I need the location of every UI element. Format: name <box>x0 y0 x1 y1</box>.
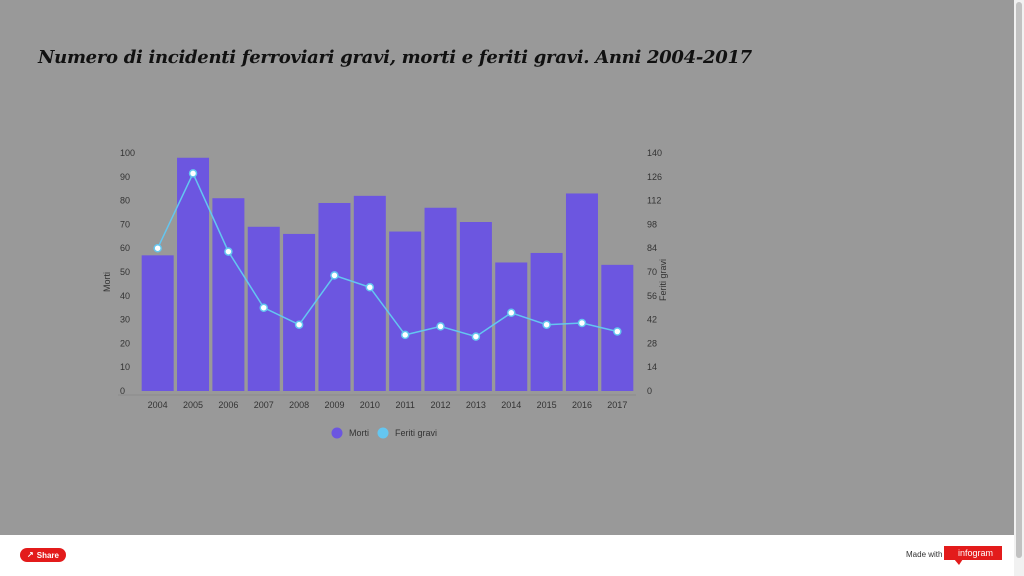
x-tick-label: 2016 <box>572 400 592 410</box>
y-tick-label: 80 <box>120 196 130 206</box>
y-right-tick-label: 98 <box>647 219 657 229</box>
legend-label-morti: Morti <box>349 428 369 438</box>
y-right-tick-label: 14 <box>647 362 657 372</box>
x-tick-label: 2014 <box>501 400 521 410</box>
x-tick-label: 2009 <box>324 400 344 410</box>
bar <box>318 202 351 391</box>
chart-title: Numero di incidenti ferroviari gravi, mo… <box>38 47 752 68</box>
x-tick-label: 2012 <box>431 400 451 410</box>
y-right-tick-label: 70 <box>647 267 657 277</box>
bar <box>565 193 598 391</box>
x-tick-label: 2010 <box>360 400 380 410</box>
bar <box>141 255 174 391</box>
logo-tail <box>954 559 963 565</box>
share-button[interactable]: ↗ Share <box>20 548 66 562</box>
y-tick-label: 90 <box>120 172 130 182</box>
y-right-tick-label: 56 <box>647 291 657 301</box>
y-tick-label: 30 <box>120 315 130 325</box>
y-tick-label: 70 <box>120 219 130 229</box>
bar <box>389 231 422 391</box>
bar <box>495 262 528 391</box>
y-tick-label: 0 <box>120 386 125 396</box>
legend-swatch-feriti <box>377 427 389 439</box>
bar <box>424 207 457 391</box>
line-point <box>330 271 339 280</box>
legend-swatch-morti <box>331 427 343 439</box>
bar <box>353 195 386 391</box>
y-right-axis-label: Feriti gravi <box>658 259 668 301</box>
line-point <box>542 320 551 329</box>
logo-text: infogram <box>958 548 994 558</box>
y-tick-label: 40 <box>120 291 130 301</box>
x-tick-label: 2015 <box>537 400 557 410</box>
line-point <box>577 318 587 328</box>
bar <box>459 222 492 391</box>
y-right-tick-label: 84 <box>647 243 657 253</box>
footer-bar <box>0 535 1014 576</box>
x-tick-label: 2017 <box>607 400 627 410</box>
x-tick-label: 2004 <box>148 400 168 410</box>
line-point <box>224 247 233 256</box>
line-point <box>400 330 410 340</box>
legend-label-feriti: Feriti gravi <box>395 428 437 438</box>
line-point <box>436 322 445 331</box>
line-feriti-gravi <box>157 171 618 338</box>
bar <box>177 157 210 391</box>
line-point <box>471 332 481 341</box>
y-right-tick-label: 0 <box>647 386 652 396</box>
line-point <box>507 308 516 318</box>
y-axis-label: Morti <box>102 272 112 292</box>
y-tick-label: 20 <box>120 338 130 348</box>
y-right-tick-label: 42 <box>647 315 657 325</box>
share-icon: ↗ <box>27 550 34 559</box>
line-point <box>188 169 198 178</box>
line-point <box>153 243 162 253</box>
y-right-tick-label: 126 <box>647 172 662 182</box>
x-tick-label: 2007 <box>254 400 274 410</box>
x-tick-label: 2005 <box>183 400 203 410</box>
x-tick-label: 2011 <box>395 400 414 410</box>
y-tick-label: 100 <box>120 148 135 158</box>
combo-chart: 0 10 20 30 40 50 60 70 80 90 100 0 14 28 42 56 70 84 98 112… <box>102 148 668 439</box>
logo-box <box>944 546 1002 560</box>
y-right-tick-label: 140 <box>647 148 662 158</box>
y-tick-label: 60 <box>120 243 130 253</box>
x-tick-label: 2013 <box>466 400 486 410</box>
x-tick-label: 2006 <box>218 400 238 410</box>
infogram-logo[interactable]: infogram <box>944 546 1002 565</box>
y-right-tick-label: 28 <box>647 338 657 348</box>
line-point <box>365 283 375 292</box>
y-right-tick-label: 112 <box>647 196 661 206</box>
made-with-label: Made with <box>906 550 943 559</box>
line-point <box>259 303 268 312</box>
line-point <box>294 320 304 329</box>
x-tick-label: 2008 <box>289 400 309 410</box>
scrollbar-thumb[interactable] <box>1016 2 1022 558</box>
y-tick-label: 10 <box>120 362 130 372</box>
bar <box>212 198 245 391</box>
y-tick-label: 50 <box>120 267 130 277</box>
bar <box>283 233 316 391</box>
line-point <box>613 327 622 336</box>
share-label: Share <box>36 550 59 560</box>
